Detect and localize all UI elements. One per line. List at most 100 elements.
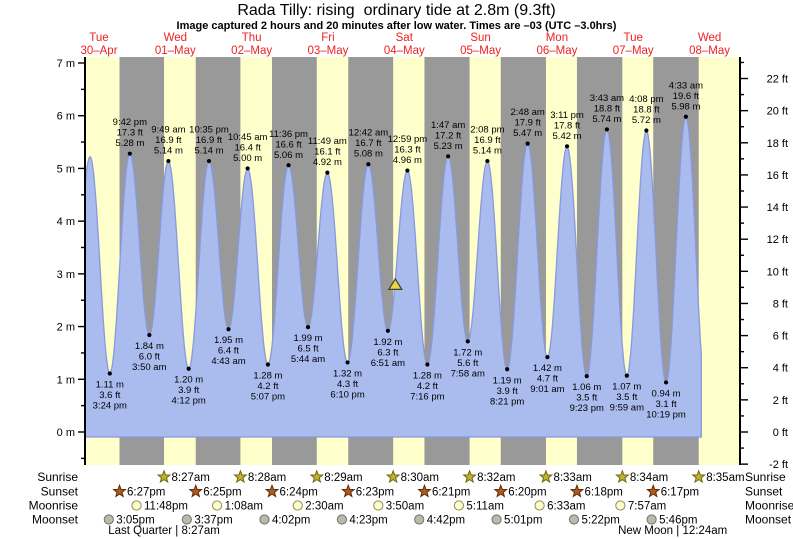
astro-time: 8:29am [324,472,362,484]
tide-ft: 16.9 ft [474,135,501,146]
tide-time: 5:44 am [291,354,325,365]
astro-time: 8:32am [477,472,515,484]
axis-tick-label: 2 m [57,322,75,334]
astro-time: 6:24pm [279,487,317,499]
current-tide-marker [387,277,403,291]
astro-time: 1:08am [225,501,263,513]
tide-m: 1.84 m [135,341,164,352]
tide-extreme-dot [564,144,570,149]
astro-time: 5:01pm [504,515,542,527]
tide-m: 0.94 m [652,388,681,399]
tide-m: 5.14 m [473,146,502,157]
astro-time: 7:57am [628,501,666,513]
tide-ft: 4.2 ft [417,381,438,392]
tide-ft: 6.4 ft [218,346,239,357]
moonset-icon [646,514,657,525]
tide-extreme-dot [206,158,212,164]
tide-m: 1.92 m [373,337,402,348]
moonrise-icon [534,500,545,511]
astro-time: 4:02pm [272,515,310,527]
tide-ft: 3.5 ft [576,393,597,404]
tide-ft: 17.3 ft [117,128,144,139]
moonset-icon [103,514,114,525]
axis-tick-label: 1 m [57,374,75,386]
tide-ft: 3.5 ft [616,392,637,403]
axis-tick-label: 22 ft [767,74,788,86]
tide-m: 5.23 m [434,141,463,152]
tide-extreme-dot [545,355,550,360]
day-weekday: Thu [242,32,262,44]
day-weekday: Sun [470,32,490,44]
tide-time: 8:21 pm [490,396,524,407]
tide-ft: 4.2 ft [257,381,278,392]
axis-tick-label: 6 ft [773,331,788,343]
tide-time: 10:35 pm [189,125,229,136]
page-title: Rada Tilly: rising ordinary tide at 2.8m… [237,2,556,19]
tide-time: 9:42 pm [113,117,147,128]
astro-time: 11:48pm [144,501,188,513]
astro-row-label-left: Sunset [41,485,79,499]
axis-tick-label: 20 ft [767,106,788,118]
astro-row-label-right: Moonrise [745,499,793,513]
tide-extreme-dot [345,360,350,365]
tide-extreme-dot [624,373,629,378]
sunset-icon [112,483,127,498]
axis-tick-label: 4 m [57,216,75,228]
day-weekday: Fri [321,32,334,44]
axis-tick-label: 18 ft [767,138,788,150]
day-date: 02–May [231,45,272,57]
sunrise-icon [538,469,554,484]
tide-ft: 6.5 ft [297,344,318,355]
tide-extreme-dot [166,158,171,164]
astro-time: 6:21pm [432,487,470,499]
tide-extreme-dot [305,324,311,330]
moonrise-icon [615,500,626,511]
tide-ft: 6.3 ft [377,347,398,358]
tide-time: 2:48 am [510,107,544,118]
tide-time: 12:59 pm [388,134,428,145]
sunrise-icon [462,469,477,484]
tide-extreme-dot [385,328,391,333]
moonrise-icon [211,500,223,511]
tide-m: 1.11 m [96,379,124,390]
tide-time: 7:58 am [451,368,485,379]
day-date: 05–May [460,45,501,57]
day-weekday: Wed [698,32,721,44]
tide-extreme-dot [107,371,112,376]
day-date: 01–May [155,45,196,57]
tide-extreme-dot [644,128,649,133]
tide-m: 1.32 m [333,368,362,379]
moonset-icon [336,514,347,525]
tide-m: 1.07 m [612,382,641,393]
axis-tick-label: 7 m [57,58,75,70]
tide-ft: 3.9 ft [497,386,518,397]
sunrise-icon [691,469,706,484]
tide-time: 12:42 am [349,128,389,139]
axis-tick-label: 0 ft [773,427,788,439]
day-date: 08–May [689,45,730,57]
day-date: 04–May [384,45,425,57]
tide-extreme-dot [584,374,589,379]
tide-extreme-dot [366,162,371,167]
tide-ft: 16.4 ft [234,142,261,153]
sunset-icon [340,483,356,498]
tide-extreme-dot [245,166,250,171]
astro-time: 8:35am [706,472,744,484]
astro-row-label-right: Sunrise [745,470,786,484]
tide-extreme-dot [663,380,669,385]
sunrise-icon [385,469,401,484]
tide-extreme-dot [446,154,451,159]
astro-time: 4:42pm [427,515,465,527]
tide-ft: 3.1 ft [655,399,676,410]
moonset-icon [259,514,270,525]
